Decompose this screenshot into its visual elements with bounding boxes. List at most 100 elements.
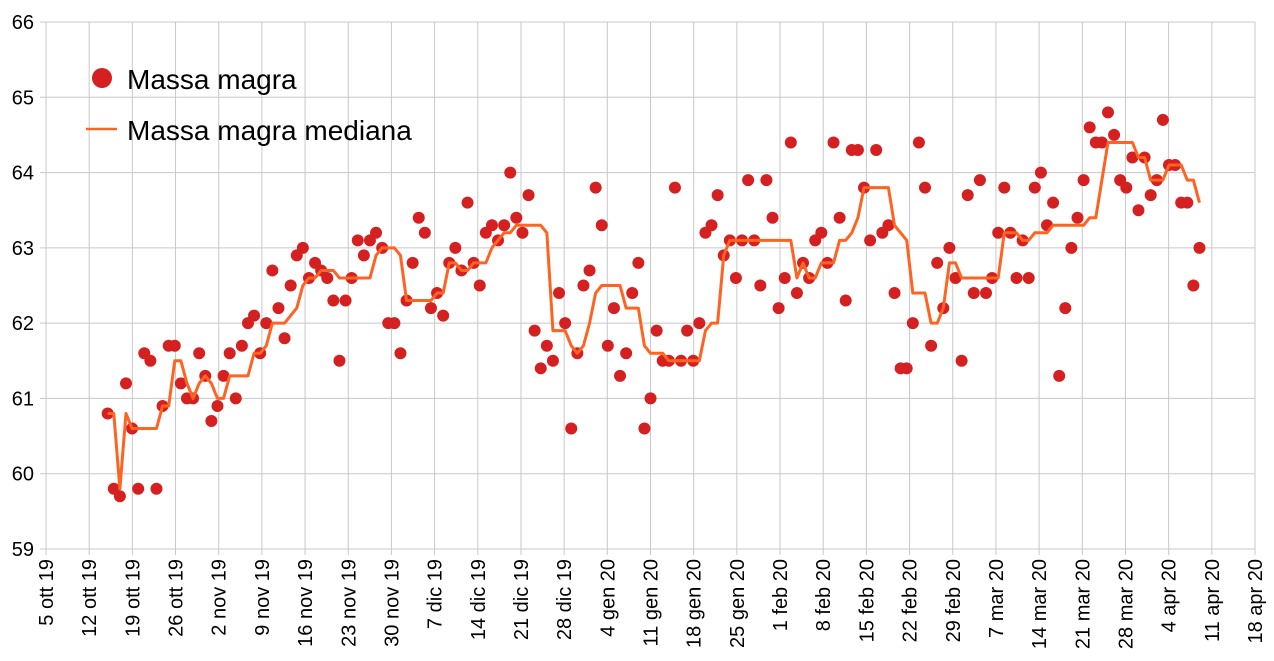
data-point bbox=[174, 377, 187, 390]
y-tick-label: 65 bbox=[12, 87, 34, 109]
x-tick-label: 22 feb 20 bbox=[900, 559, 922, 642]
data-point bbox=[1028, 181, 1041, 194]
data-point bbox=[437, 309, 450, 322]
data-point bbox=[601, 339, 614, 352]
data-point bbox=[1108, 128, 1121, 141]
data-point bbox=[235, 339, 248, 352]
data-point bbox=[260, 317, 273, 330]
data-point bbox=[668, 181, 681, 194]
x-tick-label: 29 feb 20 bbox=[943, 559, 965, 642]
data-point bbox=[327, 294, 340, 307]
data-point bbox=[839, 294, 852, 307]
data-point bbox=[248, 309, 261, 322]
data-point bbox=[980, 287, 993, 300]
data-point bbox=[418, 226, 431, 239]
data-point bbox=[949, 271, 962, 284]
scatter-series bbox=[101, 106, 1206, 503]
data-point bbox=[217, 369, 230, 382]
data-point bbox=[357, 249, 370, 262]
data-point bbox=[321, 271, 334, 284]
data-point bbox=[522, 189, 535, 202]
data-point bbox=[1132, 204, 1145, 217]
data-point bbox=[784, 136, 797, 149]
x-tick-label: 4 gen 20 bbox=[597, 559, 619, 637]
data-point bbox=[144, 354, 157, 367]
data-point bbox=[900, 362, 913, 375]
data-point bbox=[766, 211, 779, 224]
data-point bbox=[705, 219, 718, 232]
data-point bbox=[1181, 196, 1194, 209]
data-point bbox=[333, 354, 346, 367]
data-point bbox=[193, 347, 206, 360]
data-point bbox=[833, 211, 846, 224]
y-tick-label: 61 bbox=[12, 388, 34, 410]
data-point bbox=[1120, 181, 1133, 194]
data-point bbox=[1083, 121, 1096, 134]
data-point bbox=[150, 482, 163, 495]
x-tick-label: 1 feb 20 bbox=[770, 559, 792, 631]
data-point bbox=[461, 196, 474, 209]
data-point bbox=[211, 399, 224, 412]
x-tick-label: 4 apr 20 bbox=[1159, 559, 1181, 632]
x-tick-label: 21 mar 20 bbox=[1072, 559, 1094, 649]
x-tick-label: 16 nov 19 bbox=[295, 559, 317, 647]
data-point bbox=[955, 354, 968, 367]
data-point bbox=[1065, 241, 1078, 254]
data-point bbox=[906, 317, 919, 330]
data-point bbox=[449, 241, 462, 254]
data-point bbox=[339, 294, 352, 307]
data-point bbox=[1144, 189, 1157, 202]
data-point bbox=[516, 226, 529, 239]
data-point bbox=[406, 256, 419, 269]
y-axis: 59 60 61 62 63 64 65 66 bbox=[12, 12, 46, 561]
data-point bbox=[168, 339, 181, 352]
x-tick-label: 11 apr 20 bbox=[1202, 559, 1224, 642]
data-point bbox=[540, 339, 553, 352]
y-tick-label: 64 bbox=[12, 163, 34, 185]
legend: Massa magra Massa magra mediana bbox=[86, 64, 412, 146]
data-point bbox=[1047, 196, 1060, 209]
data-point bbox=[370, 226, 383, 239]
data-point bbox=[882, 219, 895, 232]
data-point bbox=[229, 392, 242, 405]
data-point bbox=[1077, 174, 1090, 187]
data-point bbox=[1101, 106, 1114, 119]
data-point bbox=[650, 324, 663, 337]
x-tick-label: 19 ott 19 bbox=[122, 559, 144, 637]
data-point bbox=[504, 166, 517, 179]
data-point bbox=[760, 174, 773, 187]
data-point bbox=[266, 264, 279, 277]
data-point bbox=[284, 279, 297, 292]
x-tick-label: 28 dic 19 bbox=[554, 559, 576, 640]
x-tick-label: 11 gen 20 bbox=[641, 559, 663, 647]
x-tick-label: 8 feb 20 bbox=[813, 559, 835, 631]
data-point bbox=[296, 241, 309, 254]
data-point bbox=[992, 226, 1005, 239]
x-tick-label: 12 ott 19 bbox=[79, 559, 101, 637]
data-point bbox=[772, 302, 785, 315]
x-tick-label: 7 mar 20 bbox=[986, 559, 1008, 638]
data-point bbox=[534, 362, 547, 375]
x-tick-label: 2 nov 19 bbox=[209, 559, 231, 636]
data-point bbox=[1187, 279, 1200, 292]
data-point bbox=[132, 482, 145, 495]
data-point bbox=[394, 347, 407, 360]
data-point bbox=[351, 234, 364, 247]
data-point bbox=[919, 181, 932, 194]
x-axis: 5 ott 19 12 ott 19 19 ott 19 26 ott 19 2 nov… bbox=[36, 559, 1267, 649]
data-point bbox=[1059, 302, 1072, 315]
data-point bbox=[1034, 166, 1047, 179]
data-point bbox=[595, 219, 608, 232]
data-point bbox=[1022, 271, 1035, 284]
data-point bbox=[711, 189, 724, 202]
data-point bbox=[864, 234, 877, 247]
y-tick-label: 60 bbox=[12, 464, 34, 486]
data-point bbox=[424, 302, 437, 315]
data-point bbox=[888, 287, 901, 300]
data-point bbox=[754, 279, 767, 292]
data-point bbox=[553, 287, 566, 300]
data-point bbox=[638, 422, 651, 435]
data-point bbox=[742, 174, 755, 187]
x-tick-label: 14 mar 20 bbox=[1029, 559, 1051, 649]
